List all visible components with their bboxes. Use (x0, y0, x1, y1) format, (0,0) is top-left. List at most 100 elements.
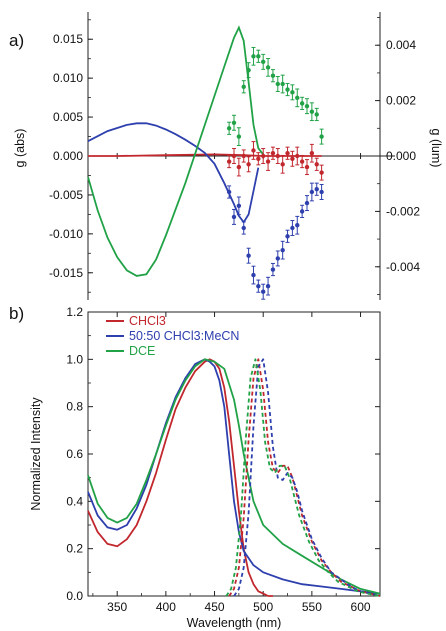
panel-b-y-tick-label: 0.6 (66, 447, 83, 461)
panel-a-y2-tick-label: 0.004 (386, 38, 416, 52)
data-point-dce-glum (266, 59, 270, 77)
panel-b-x-tick-label: 600 (351, 600, 371, 614)
data-point-chcl3-glum (280, 155, 284, 173)
panel-b-x-tick-label: 500 (253, 600, 273, 614)
panel-a-y-tick-label: -0.015 (49, 266, 83, 280)
data-point-50-50-chcl3-mecn-glum (285, 230, 289, 242)
panel-b-chart: 0.0 0.2 0.4 0.6 0.8 1.0 1.2 350 400 450 500 550 600 N… (29, 305, 380, 630)
series-line-dce-gabs (88, 28, 263, 276)
panel-b-y-tick-label: 1.2 (66, 305, 83, 319)
panel-b-y-tick-label: 1.0 (66, 352, 83, 366)
panel-b-x-tick-label: 450 (205, 600, 225, 614)
panel-b-x-tick-label: 550 (302, 600, 322, 614)
data-point-dce-glum (237, 128, 241, 146)
data-point-dce-glum (319, 129, 323, 144)
data-point-dce-glum (295, 89, 299, 107)
data-point-50-50-chcl3-mecn-glum (319, 185, 323, 200)
legend: CHCl3 50:50 CHCl3:MeCN DCE (106, 314, 239, 358)
data-point-chcl3-glum (256, 153, 260, 165)
data-point-dce-glum (285, 83, 289, 95)
data-point-chcl3-glum (261, 149, 265, 164)
data-point-chcl3-glum (232, 149, 236, 164)
legend-label-chcl3: CHCl3 (129, 314, 166, 328)
data-point-dce-glum (315, 108, 319, 120)
panel-b-y-tick-label: 0.8 (66, 400, 83, 414)
series-line-50-50-chcl3-mecn-gabs (88, 123, 258, 222)
data-point-chcl3-glum (295, 147, 299, 165)
data-point-chcl3-glum (227, 155, 231, 167)
data-point-dce-glum (227, 122, 231, 134)
data-point-dce-glum (300, 97, 304, 109)
series-line-50-50-chcl3-mecn-emission (234, 359, 380, 596)
data-point-dce-glum (305, 99, 309, 114)
data-point-50-50-chcl3-mecn-glum (280, 241, 284, 259)
panel-b-y-tick-label: 0.4 (66, 494, 83, 508)
panel-a-y-tick-label: -0.005 (49, 188, 83, 202)
panel-b-y-tick-label: 0.0 (66, 589, 83, 603)
panel-a-y-tick-label: 0.010 (53, 71, 83, 85)
data-point-chcl3-glum (251, 142, 255, 160)
panel-a-y-axis-title: g (abs) (13, 129, 27, 168)
panel-a-y2-tick-label: -0.004 (386, 260, 420, 274)
panel-b-label: b) (9, 304, 24, 323)
data-point-chcl3-glum (310, 144, 314, 162)
series-line-dce-absorption (88, 359, 380, 593)
data-point-50-50-chcl3-mecn-glum (271, 263, 275, 275)
data-point-chcl3-glum (319, 165, 323, 180)
data-point-50-50-chcl3-mecn-glum (300, 205, 304, 217)
data-point-chcl3-glum (290, 151, 294, 166)
data-point-dce-glum (251, 47, 255, 65)
data-point-50-50-chcl3-mecn-glum (276, 251, 280, 266)
data-point-50-50-chcl3-mecn-glum (251, 266, 255, 284)
data-point-50-50-chcl3-mecn-glum (246, 248, 250, 263)
data-point-dce-glum (242, 81, 246, 93)
series-line-chcl3-emission (229, 359, 380, 596)
panel-a-y-tick-label: -0.010 (49, 227, 83, 241)
panel-a-label: a) (9, 31, 24, 50)
data-point-50-50-chcl3-mecn-glum (232, 209, 236, 224)
data-point-chcl3-glum (276, 149, 280, 164)
panel-b-y-tick-label: 0.2 (66, 542, 83, 556)
data-point-chcl3-glum (271, 147, 275, 159)
data-point-50-50-chcl3-mecn-glum (266, 277, 270, 295)
data-point-dce-glum (290, 85, 294, 100)
data-point-dce-glum (261, 54, 265, 69)
panel-a-y-tick-label: 0.000 (53, 149, 83, 163)
data-point-dce-glum (310, 103, 314, 121)
data-point-50-50-chcl3-mecn-glum (315, 183, 319, 195)
data-point-50-50-chcl3-mecn-glum (305, 196, 309, 211)
data-point-chcl3-glum (246, 157, 250, 172)
data-point-dce-glum (271, 70, 275, 82)
data-point-dce-glum (276, 77, 280, 92)
panel-a-y-tick-label: 0.015 (53, 32, 83, 46)
panel-b-x-axis-title: Wavelength (nm) (187, 616, 282, 630)
data-point-50-50-chcl3-mecn-glum (242, 222, 246, 234)
panel-b-x-tick-label: 400 (156, 600, 176, 614)
panel-a-y2-tick-label: 0.000 (386, 149, 416, 163)
legend-label-dce: DCE (129, 344, 155, 358)
data-point-chcl3-glum (285, 147, 289, 159)
panel-a-y-tick-label: 0.005 (53, 110, 83, 124)
data-point-chcl3-glum (300, 155, 304, 167)
panel-a-chart: 0.015 0.010 0.005 0.000 -0.005 -0.010 -0.015 0.… (13, 12, 443, 300)
data-point-chcl3-glum (237, 158, 241, 176)
data-point-dce-glum (280, 75, 284, 93)
panel-a-y2-tick-label: 0.002 (386, 94, 416, 108)
data-point-dce-glum (256, 50, 260, 62)
data-point-chcl3-glum (305, 160, 309, 175)
panel-b-x-tick-label: 350 (107, 600, 127, 614)
data-point-50-50-chcl3-mecn-glum (256, 280, 260, 292)
data-point-chcl3-glum (315, 158, 319, 170)
data-point-50-50-chcl3-mecn-glum (261, 284, 265, 299)
data-point-50-50-chcl3-mecn-glum (310, 183, 314, 201)
legend-label-mixed: 50:50 CHCl3:MeCN (129, 329, 239, 343)
data-point-50-50-chcl3-mecn-glum (290, 221, 294, 236)
data-point-chcl3-glum (242, 150, 246, 162)
series-line-50-50-chcl3-mecn-absorption (88, 359, 380, 593)
panel-b-y-axis-title: Normalized Intensity (29, 397, 43, 511)
panel-a-y2-tick-label: -0.002 (386, 204, 420, 218)
data-point-dce-glum (232, 115, 236, 130)
data-point-50-50-chcl3-mecn-glum (295, 216, 299, 234)
panel-a-y2-axis-title: g (lum) (429, 129, 443, 168)
